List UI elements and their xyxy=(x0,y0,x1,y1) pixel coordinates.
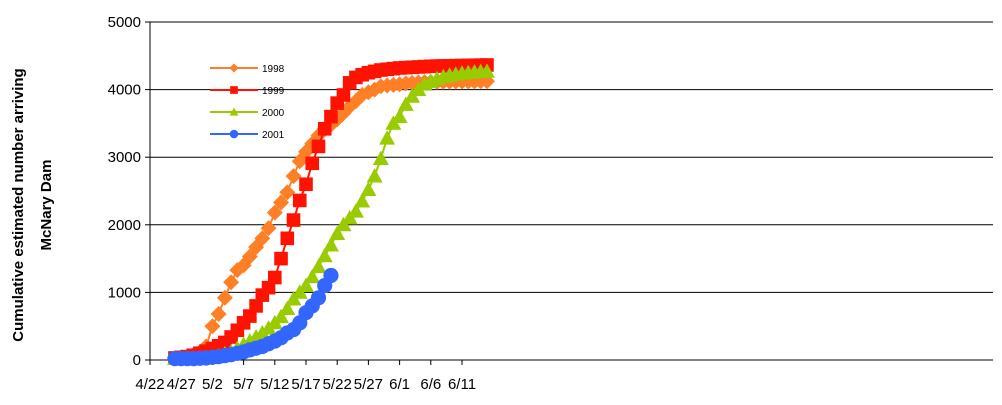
y-tick-labels: 0 1000 2000 3000 4000 5000 xyxy=(108,14,141,369)
legend-label: 1998 xyxy=(262,64,285,75)
series-group xyxy=(166,58,495,367)
data-point-2000 xyxy=(310,258,327,274)
data-point-1999 xyxy=(311,139,326,154)
data-point-1999 xyxy=(305,156,320,171)
data-point-1998 xyxy=(279,184,296,201)
data-point-1998 xyxy=(204,318,221,335)
data-point-2001 xyxy=(310,290,327,306)
data-point-2001 xyxy=(323,267,339,284)
x-tick-label: 6/6 xyxy=(420,376,441,393)
data-point-2000 xyxy=(279,300,296,316)
data-point-1998 xyxy=(266,204,283,221)
data-point-2000 xyxy=(478,63,495,78)
y-tick-label: 0 xyxy=(133,352,141,369)
x-tick-label: 6/1 xyxy=(389,376,410,393)
legend-marker-2000 xyxy=(229,107,239,116)
x-tick-label: 6/11 xyxy=(448,376,476,393)
data-point-2000 xyxy=(397,96,414,111)
data-point-1998 xyxy=(254,230,271,247)
y-axis-label-line-1: Cumulative estimated number arriving xyxy=(10,68,27,341)
x-tick-label: 5/7 xyxy=(233,376,254,393)
data-point-1998 xyxy=(273,194,290,211)
data-point-1998 xyxy=(223,274,240,291)
data-point-2000 xyxy=(304,268,321,284)
x-tick-label: 5/22 xyxy=(323,376,352,393)
data-point-1999 xyxy=(268,270,282,285)
legend-item-2000: 2000 xyxy=(210,107,285,119)
data-point-1999 xyxy=(249,299,263,313)
data-point-1998 xyxy=(216,289,233,306)
legend-item-2001: 2001 xyxy=(210,129,285,141)
legend-item-1998: 1998 xyxy=(210,63,285,75)
data-point-2000 xyxy=(391,108,408,124)
data-point-1999 xyxy=(280,231,295,246)
legend-label: 2000 xyxy=(262,108,285,119)
data-point-1999 xyxy=(317,122,332,136)
x-tick-label: 5/17 xyxy=(291,376,320,393)
legend-item-1999: 1999 xyxy=(210,86,285,97)
axes xyxy=(145,21,993,365)
y-tick-label: 1000 xyxy=(108,284,141,301)
legend-label: 1999 xyxy=(262,86,285,97)
data-point-2000 xyxy=(322,237,339,252)
x-tick-labels: 4/22 4/27 5/2 5/7 5/12 5/17 5/22 5/27 6/1 6/6 6/11 xyxy=(135,376,476,393)
data-point-1998 xyxy=(260,220,277,237)
data-point-2000 xyxy=(379,130,396,145)
data-point-1999 xyxy=(274,251,288,266)
data-point-1998 xyxy=(210,306,227,323)
data-point-1999 xyxy=(299,177,313,192)
x-tick-label: 4/27 xyxy=(167,376,196,393)
data-point-1999 xyxy=(286,213,301,227)
legend: 1998 1999 2000 2001 xyxy=(210,63,285,141)
y-tick-label: 3000 xyxy=(108,149,141,166)
x-tick-label: 5/2 xyxy=(202,376,223,393)
y-tick-label: 4000 xyxy=(108,82,141,99)
y-tick-label: 5000 xyxy=(108,14,141,31)
legend-marker-1998 xyxy=(229,63,239,73)
x-tick-label: 5/12 xyxy=(260,376,289,393)
data-point-2000 xyxy=(372,150,389,165)
data-point-2000 xyxy=(298,277,314,293)
data-point-2000 xyxy=(354,193,371,208)
y-axis-label-line-2: McNary Dam xyxy=(38,160,55,251)
data-point-2000 xyxy=(347,203,364,218)
legend-label: 2001 xyxy=(262,130,285,141)
series-2001 xyxy=(167,267,339,367)
data-point-1999 xyxy=(336,88,351,102)
data-point-2000 xyxy=(329,225,346,240)
x-tick-label: 4/22 xyxy=(135,376,164,393)
data-point-1998 xyxy=(285,168,302,185)
data-point-2000 xyxy=(366,168,383,183)
legend-marker-1999 xyxy=(230,86,238,94)
series-1999 xyxy=(168,58,494,365)
data-point-1999 xyxy=(324,109,338,124)
legend-marker-2001 xyxy=(229,129,239,139)
x-tick-label: 5/27 xyxy=(354,376,383,393)
data-point-2000 xyxy=(360,181,377,197)
data-point-2000 xyxy=(273,308,290,324)
data-point-2000 xyxy=(316,247,333,263)
y-tick-label: 2000 xyxy=(108,217,141,234)
data-point-1999 xyxy=(292,193,307,208)
